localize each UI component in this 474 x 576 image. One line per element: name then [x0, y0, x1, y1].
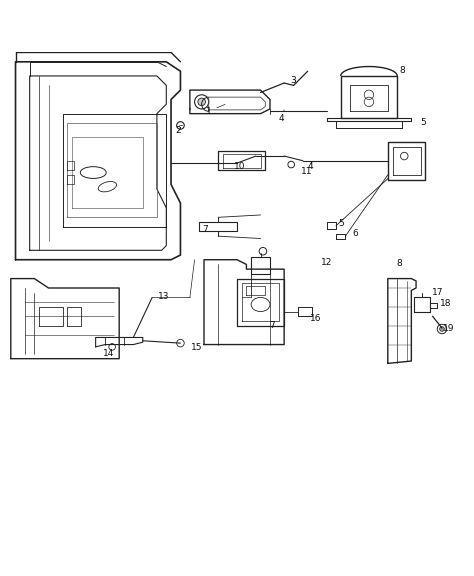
Text: 13: 13 [158, 291, 170, 301]
Text: 4: 4 [307, 162, 313, 171]
Text: 18: 18 [439, 298, 451, 308]
Text: 3: 3 [291, 76, 296, 85]
Text: 12: 12 [321, 257, 332, 267]
Text: 19: 19 [443, 324, 455, 332]
Text: 17: 17 [431, 288, 443, 297]
Text: 7: 7 [269, 321, 275, 330]
Text: 15: 15 [191, 343, 203, 353]
Text: 8: 8 [399, 66, 405, 75]
Text: 6: 6 [352, 229, 358, 238]
Text: 16: 16 [310, 314, 322, 323]
Text: 11: 11 [301, 166, 312, 176]
Text: 1: 1 [206, 104, 225, 116]
Circle shape [198, 98, 205, 105]
Text: 8: 8 [397, 259, 402, 267]
Text: 2: 2 [175, 126, 181, 135]
Text: 5: 5 [420, 118, 426, 127]
Text: 4: 4 [279, 110, 284, 123]
Circle shape [439, 327, 444, 331]
Text: 10: 10 [234, 162, 245, 172]
Text: 14: 14 [103, 348, 115, 358]
Text: 5: 5 [338, 219, 344, 228]
Text: 7: 7 [202, 225, 208, 234]
